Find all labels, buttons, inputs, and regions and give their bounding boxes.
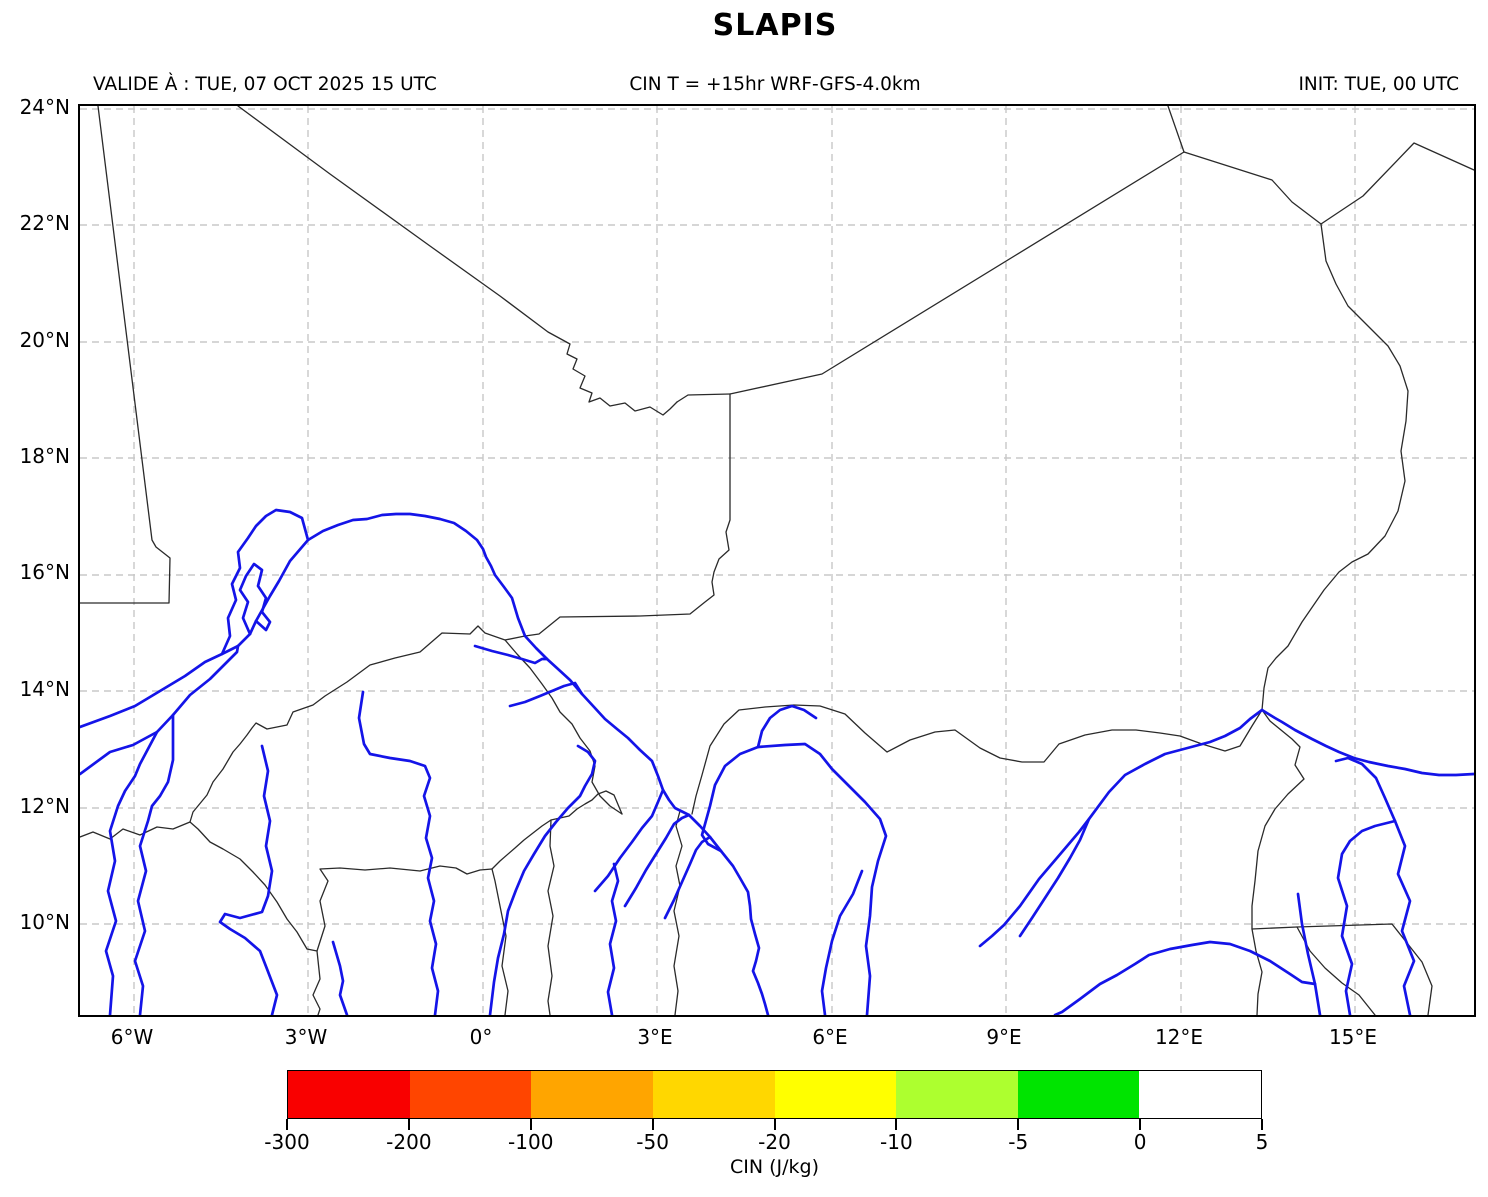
colorbar-segment [774,1071,897,1118]
colorbar-tick [651,1119,654,1130]
colorbar-segment [1017,1071,1140,1118]
colorbar-tick-label: -5 [1008,1130,1029,1154]
river-line [220,508,310,656]
river-line [133,713,175,1015]
river-line [1053,940,1317,1015]
grid-lines [80,106,1474,1015]
colorbar-tick-label: -20 [758,1130,791,1154]
country-border-line [1251,709,1305,1015]
river-line [104,730,159,1015]
river-line [1296,892,1322,1015]
colorbar-tick [529,1119,532,1130]
colorbar [287,1070,1262,1119]
country-border-line [189,821,321,1015]
country-border-line [691,704,1263,815]
colorbar-tick-label: -300 [264,1130,310,1154]
valid-time-label: VALIDE À : TUE, 07 OCT 2025 15 UTC [93,74,437,95]
latitude-tick-label: 10°N [19,910,70,934]
colorbar-tick-label: 5 [1255,1130,1269,1154]
river-line [218,744,279,1015]
country-borders [80,106,1474,1015]
country-border-line [491,790,623,870]
country-border-line [80,625,526,840]
country-border-line [729,151,1185,395]
longitude-tick-label: 6°E [812,1025,848,1049]
model-run-label: CIN T = +15hr WRF-GFS-4.0km [629,74,921,95]
river-line [1260,708,1474,777]
river-line [508,681,584,708]
river-line [1336,819,1397,1015]
river-line [593,788,665,893]
colorbar-title: CIN (J/kg) [729,1156,820,1178]
colorbar-tick [1139,1119,1142,1130]
river-line [357,690,440,1015]
country-border-line [673,810,683,1015]
colorbar-tick-label: -50 [636,1130,669,1154]
map-plot [78,104,1476,1017]
river-line [756,704,818,749]
river-line [606,862,620,1015]
latitude-tick-label: 24°N [19,95,70,119]
river-line [80,512,770,1015]
river-line [1334,756,1416,1015]
rivers [80,508,1474,1015]
country-border-line [237,106,678,416]
country-border-line [1296,926,1376,1015]
longitude-tick-label: 0° [469,1025,493,1049]
colorbar-segment [288,1071,410,1118]
longitude-tick-label: 6°W [110,1025,154,1049]
river-line [623,813,691,908]
country-border-line [491,868,509,1015]
colorbar-segment [531,1071,653,1118]
latitude-tick-label: 20°N [19,328,70,352]
country-border-line [316,865,493,952]
colorbar-segment [896,1071,1018,1118]
latitude-tick-label: 18°N [19,444,70,468]
country-border-line [1167,106,1185,153]
latitude-tick-label: 22°N [19,211,70,235]
country-border-line [547,819,555,1015]
colorbar-tick [1017,1119,1020,1130]
colorbar-tick-label: -100 [508,1130,554,1154]
country-border-line [1183,142,1474,225]
river-line [820,869,864,1015]
river-line [331,940,349,1015]
colorbar-tick [895,1119,898,1130]
latitude-tick-label: 16°N [19,560,70,584]
colorbar-segment [409,1071,532,1118]
colorbar-tick-label: 0 [1133,1130,1147,1154]
latitude-tick-label: 14°N [19,677,70,701]
colorbar-segment [652,1071,775,1118]
init-time-label: INIT: TUE, 00 UTC [1298,74,1459,95]
longitude-tick-label: 15°E [1328,1025,1378,1049]
colorbar-tick-label: -10 [880,1130,913,1154]
map-canvas [80,106,1474,1015]
country-border-line [524,393,731,637]
river-line [1018,817,1091,938]
longitude-tick-label: 12°E [1154,1025,1204,1049]
river-line [488,744,597,1015]
river-line [663,835,712,920]
longitude-tick-label: 9°E [986,1025,1022,1049]
colorbar-tick [286,1119,288,1130]
river-line [80,644,240,776]
river-line [978,708,1264,948]
country-border-line [1261,223,1409,711]
river-line [238,562,272,636]
figure-title: SLAPIS [712,8,838,43]
colorbar-tick [407,1119,410,1130]
colorbar-segment [1139,1071,1261,1118]
river-line [473,644,549,665]
river-line [700,742,888,1015]
longitude-tick-label: 3°W [284,1025,328,1049]
country-border-line [676,393,731,403]
latitude-tick-label: 12°N [19,794,70,818]
country-border-line [504,639,623,815]
country-border-line [80,106,171,604]
longitude-tick-label: 3°E [637,1025,673,1049]
colorbar-tick [1261,1119,1263,1130]
colorbar-tick [773,1119,776,1130]
colorbar-tick-label: -200 [386,1130,432,1154]
